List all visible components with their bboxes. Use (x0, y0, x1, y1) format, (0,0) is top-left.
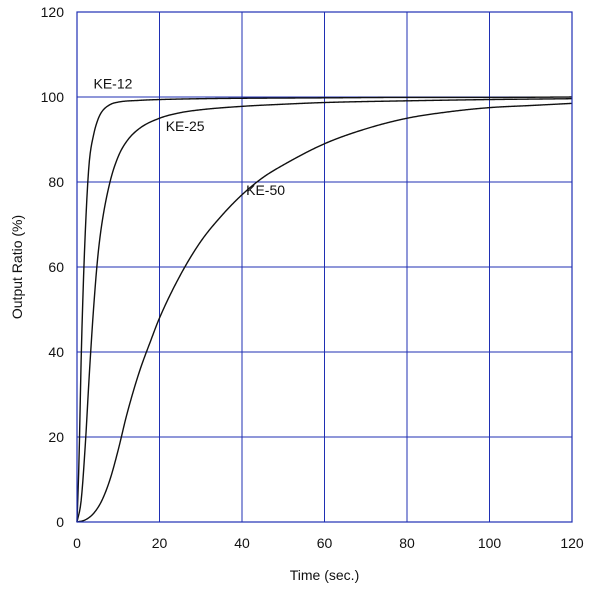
x-tick-label: 100 (478, 535, 502, 551)
x-tick-label: 20 (152, 535, 168, 551)
series-line-ke-50 (76, 102, 573, 523)
series-layer (76, 96, 573, 523)
x-tick-label: 120 (560, 535, 584, 551)
series-label: KE-25 (166, 118, 205, 134)
x-tick-label: 60 (317, 535, 333, 551)
x-tick-label: 0 (73, 535, 81, 551)
series-line-ke-25 (76, 98, 573, 523)
y-tick-label: 0 (56, 514, 64, 530)
series-line-ke-12 (76, 96, 572, 523)
y-tick-label: 80 (48, 174, 64, 190)
x-tick-label: 40 (234, 535, 250, 551)
y-axis-title: Output Ratio (%) (9, 215, 25, 319)
plot-frame (76, 11, 573, 523)
x-tick-label: 80 (399, 535, 415, 551)
y-tick-label: 60 (48, 259, 64, 275)
x-tick-labels: 0 20 40 60 80 100 120 (73, 535, 584, 551)
y-tick-label: 40 (48, 344, 64, 360)
y-tick-labels: 0 20 40 60 80 100 120 (41, 4, 65, 530)
series-label: KE-12 (94, 76, 133, 92)
y-tick-label: 120 (41, 4, 65, 20)
y-tick-label: 100 (41, 89, 65, 105)
grid (76, 11, 573, 523)
series-label: KE-50 (246, 182, 285, 198)
series-labels: KE-12 KE-25 KE-50 (94, 76, 286, 198)
x-axis-title: Time (sec.) (290, 567, 359, 583)
y-tick-label: 20 (48, 429, 64, 445)
